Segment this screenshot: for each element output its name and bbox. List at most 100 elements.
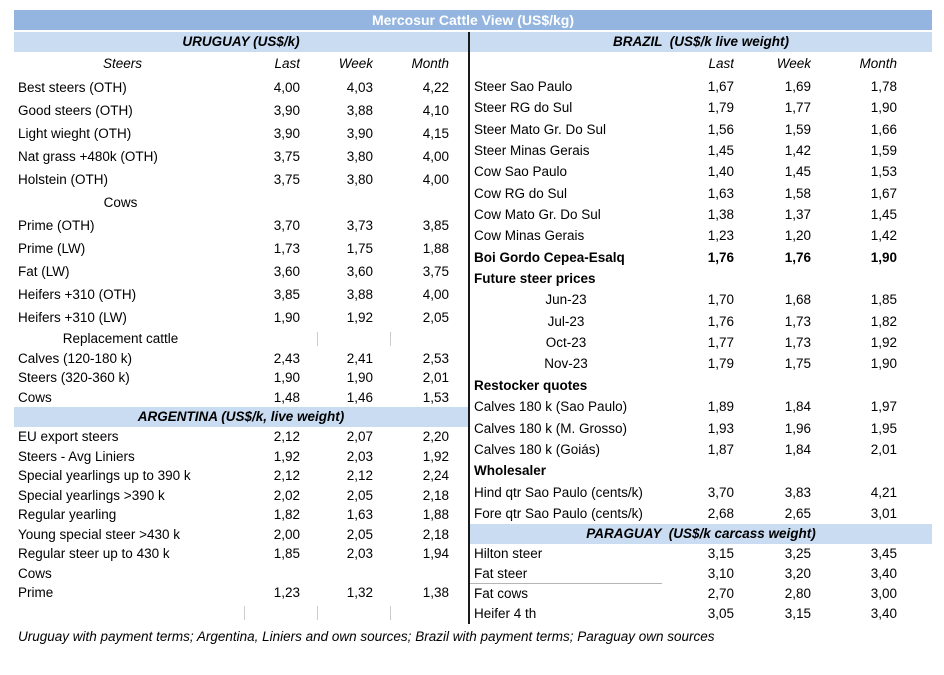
row-label: Oct-23 xyxy=(545,335,587,351)
row-label: Hind qtr Sao Paulo (cents/k) xyxy=(474,484,643,500)
week-value: 4,03 xyxy=(346,80,373,95)
last-value: 4,00 xyxy=(273,80,300,95)
week-value xyxy=(734,375,811,396)
row-label: Jul-23 xyxy=(547,313,585,329)
week-value: 2,65 xyxy=(784,505,811,521)
last-value: 1,70 xyxy=(707,292,734,308)
week-value: 1,69 xyxy=(784,79,811,94)
month-value: 1,88 xyxy=(422,241,449,256)
right-panel: BRAZIL (US$/k live weight) Last Week Mon… xyxy=(468,32,932,625)
month-value: 1,85 xyxy=(870,292,897,308)
week-value: 3,83 xyxy=(784,484,811,500)
row-label: Fore qtr Sao Paulo (cents/k) xyxy=(474,505,643,521)
row-label: Wholesaler xyxy=(474,463,547,479)
table-row: Heifers +310 (LW) 1,90 1,92 2,05 xyxy=(14,306,468,329)
week-value: 1,68 xyxy=(784,292,811,308)
last-value: 1,90 xyxy=(273,370,300,386)
last-value: 1,38 xyxy=(707,207,734,223)
table-row: Steer Mato Gr. Do Sul 1,56 1,59 1,66 xyxy=(470,119,932,140)
week-value: 1,96 xyxy=(784,420,811,436)
last-value: 3,85 xyxy=(273,287,300,302)
month-value: 4,00 xyxy=(422,149,449,164)
week-value: 1,59 xyxy=(784,121,811,137)
week-value: 2,03 xyxy=(346,448,373,464)
section-header-argentina: ARGENTINA (US$/k, live weight) xyxy=(14,407,468,428)
month-value: 1,53 xyxy=(870,164,897,180)
month-value: 1,53 xyxy=(422,389,449,405)
month-value: 4,22 xyxy=(422,80,449,95)
week-value: 3,80 xyxy=(346,172,373,187)
section-header-brazil: BRAZIL (US$/k live weight) xyxy=(470,32,932,52)
week-value: 1,73 xyxy=(784,335,811,351)
table-row: Prime (OTH) 3,70 3,73 3,85 xyxy=(14,214,468,237)
month-value: 2,20 xyxy=(422,429,449,445)
row-label: Young special steer >430 k xyxy=(18,526,180,542)
last-value: 1,23 xyxy=(707,228,734,244)
week-value: 1,90 xyxy=(346,370,373,386)
month-value xyxy=(811,460,897,481)
week-value: 2,05 xyxy=(346,526,373,542)
row-label: Steer Mato Gr. Do Sul xyxy=(474,121,607,137)
row-label: Replacement cattle xyxy=(62,331,179,346)
last-value: 3,75 xyxy=(273,149,300,164)
table-row: Restocker quotes xyxy=(470,375,932,396)
last-value: 3,70 xyxy=(707,484,734,500)
row-label: Cow RG do Sul xyxy=(474,185,568,201)
week-value xyxy=(300,603,373,623)
table-row: Special yearlings up to 390 k 2,12 2,12 2,2… xyxy=(14,466,468,486)
month-value: 1,90 xyxy=(870,356,897,372)
last-value: 1,90 xyxy=(273,310,300,325)
week-value: 1,75 xyxy=(346,241,373,256)
week-value: 3,73 xyxy=(346,218,373,233)
last-value: 3,75 xyxy=(273,172,300,187)
table-row: Cow Sao Paulo 1,40 1,45 1,53 xyxy=(470,161,932,182)
column-header-row-left: Steers Last Week Month xyxy=(14,52,468,76)
month-value xyxy=(373,191,449,214)
last-value: 1,93 xyxy=(707,420,734,436)
table-row: Best steers (OTH) 4,00 4,03 4,22 xyxy=(14,76,468,99)
week-value xyxy=(734,460,811,481)
row-label: Heifers +310 (OTH) xyxy=(18,287,137,302)
row-label: Nov-23 xyxy=(544,356,588,372)
table-row: Cow Mato Gr. Do Sul 1,38 1,37 1,45 xyxy=(470,204,932,225)
row-label: Nat grass +480k (OTH) xyxy=(18,149,158,164)
table-row: Jun-23 1,70 1,68 1,85 xyxy=(470,289,932,310)
month-value: 1,59 xyxy=(870,143,897,159)
month-value: 2,05 xyxy=(422,310,449,325)
month-value: 1,66 xyxy=(870,121,897,137)
table-row: Holstein (OTH) 3,75 3,80 4,00 xyxy=(14,168,468,191)
row-label: Calves 180 k (Goiás) xyxy=(474,441,601,457)
row-label: Prime (LW) xyxy=(18,241,86,256)
table-row: Steers (320-360 k) 1,90 1,90 2,01 xyxy=(14,368,468,388)
last-value: 2,02 xyxy=(273,487,300,503)
month-value: 4,00 xyxy=(422,287,449,302)
week-value: 2,05 xyxy=(346,487,373,503)
week-value: 3,80 xyxy=(346,149,373,164)
last-value: 3,60 xyxy=(273,264,300,279)
paraguay-rows: Hilton steer 3,15 3,25 3,45 Fat steer 3,10 3,2… xyxy=(470,544,932,624)
table-row: Calves (120-180 k) 2,43 2,41 2,53 xyxy=(14,349,468,369)
row-label: Steer Sao Paulo xyxy=(474,79,573,94)
month-value: 3,01 xyxy=(870,505,897,521)
last-value: 1,40 xyxy=(707,164,734,180)
week-value: 1,20 xyxy=(784,228,811,244)
last-value: 3,70 xyxy=(273,218,300,233)
month-value: 1,42 xyxy=(870,228,897,244)
table-row: Prime (LW) 1,73 1,75 1,88 xyxy=(14,237,468,260)
week-value xyxy=(734,268,811,289)
week-value: 2,80 xyxy=(784,586,811,602)
month-value: 1,92 xyxy=(422,448,449,464)
last-value: 1,87 xyxy=(707,441,734,457)
week-value: 3,88 xyxy=(346,287,373,302)
table-row: Calves 180 k (M. Grosso) 1,93 1,96 1,95 xyxy=(470,418,932,439)
left-panel: URUGUAY (US$/k) Steers Last Week Month B… xyxy=(14,32,468,623)
last-value: 3,05 xyxy=(707,606,734,622)
week-value: 1,84 xyxy=(784,399,811,415)
column-header-blank xyxy=(470,52,662,76)
last-value: 1,89 xyxy=(707,399,734,415)
month-value: 1,97 xyxy=(870,399,897,415)
row-label: Calves (120-180 k) xyxy=(18,350,133,366)
sources-footnote: Uruguay with payment terms; Argentina, L… xyxy=(18,629,715,645)
month-value: 4,10 xyxy=(422,103,449,118)
month-value: 3,00 xyxy=(870,586,897,602)
